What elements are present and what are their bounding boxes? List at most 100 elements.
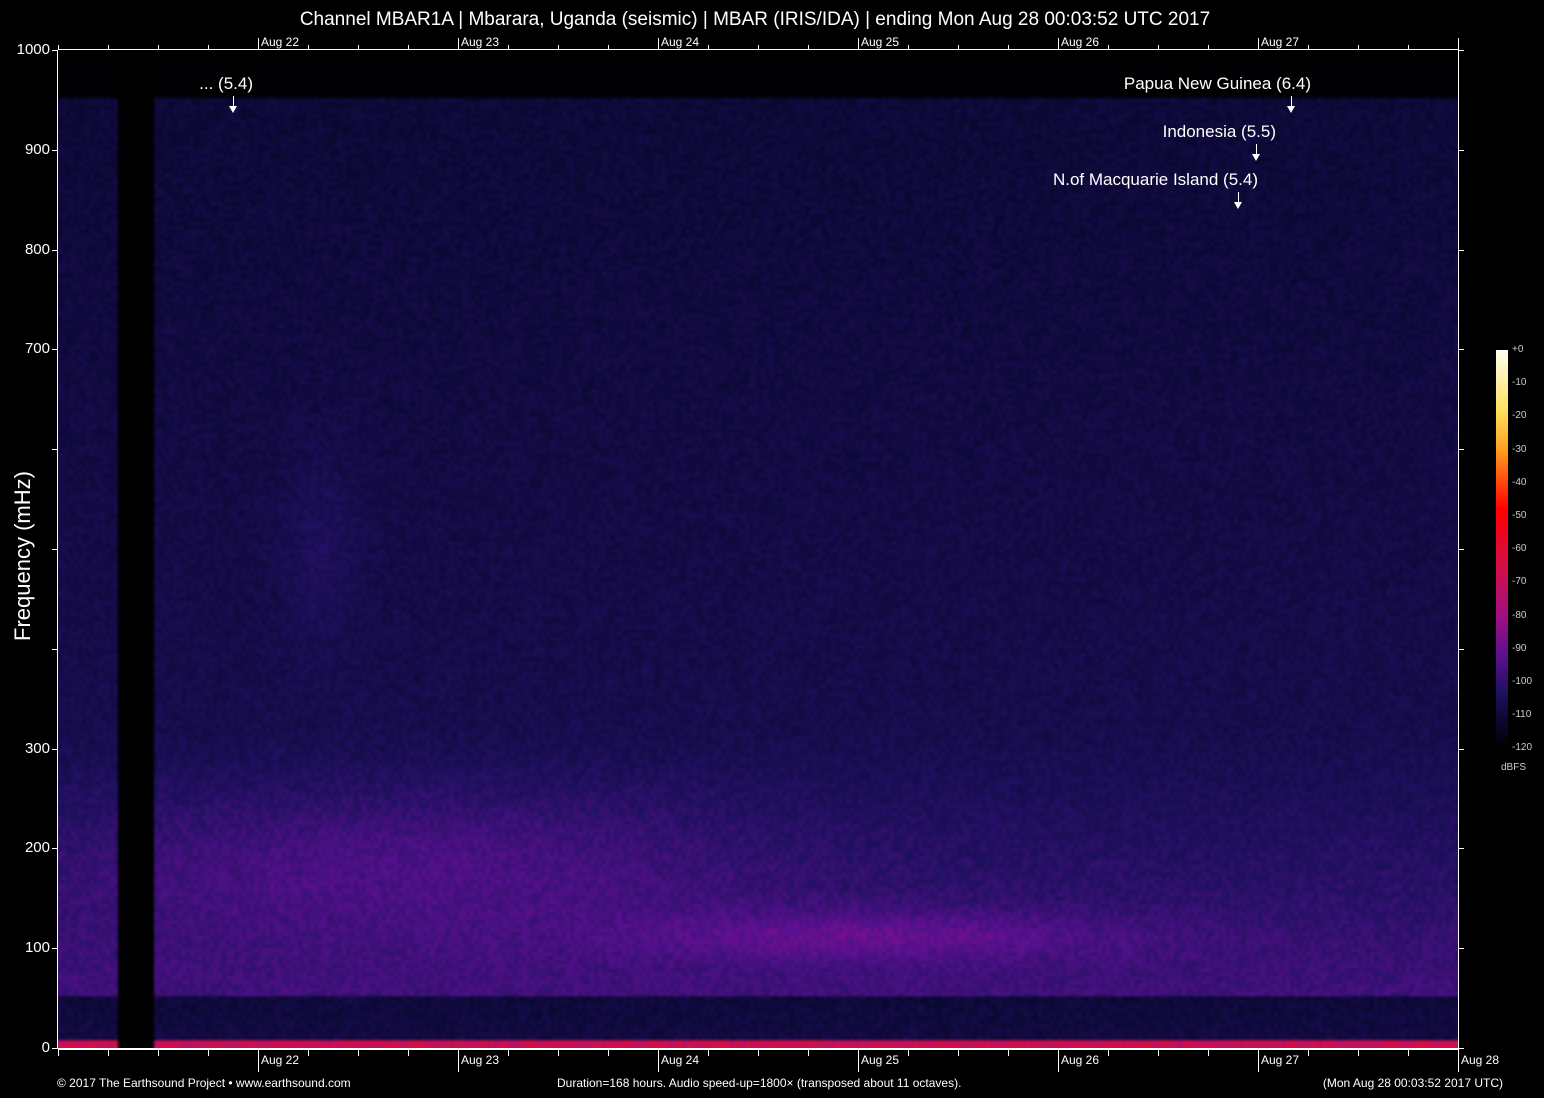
x-tick: [408, 1048, 409, 1056]
x-tick: [858, 1048, 859, 1072]
x-tick-top: [908, 45, 909, 50]
footer-duration: Duration=168 hours. Audio speed-up=1800×…: [557, 1076, 962, 1090]
x-tick-top: [58, 45, 59, 50]
y-tick-label: 0: [41, 1039, 50, 1056]
colorbar-tick-label: -30: [1512, 443, 1527, 455]
y-tick-label: 300: [24, 739, 50, 757]
x-tick-top: [708, 45, 709, 50]
x-tick: [1308, 1048, 1309, 1056]
x-tick: [708, 1048, 709, 1056]
colorbar-label: dBFS: [1501, 762, 1527, 773]
x-tick-label: Aug 25: [861, 1053, 900, 1067]
x-tick-top: [358, 45, 359, 50]
y-tick: [52, 748, 58, 750]
x-tick-top: [608, 45, 609, 50]
y-tick-label: 800: [24, 240, 50, 258]
y-tick-right: [1458, 549, 1464, 550]
x-tick-top: [208, 45, 209, 50]
y-tick-right: [1458, 50, 1464, 51]
x-tick-label-top: Aug 27: [1261, 35, 1300, 49]
y-tick-label: 1000: [16, 41, 50, 58]
x-tick-label-top: Aug 22: [261, 35, 300, 49]
y-tick-right: [1458, 1048, 1464, 1049]
x-tick: [608, 1048, 609, 1056]
y-tick: [52, 549, 58, 550]
event-arrow-line: [1238, 192, 1239, 204]
y-tick-label: 900: [24, 140, 50, 158]
x-tick: [1358, 1048, 1359, 1056]
colorbar-tick-label: -10: [1512, 377, 1527, 389]
x-tick-top: [1308, 45, 1309, 50]
colorbar-tick-label: -50: [1512, 510, 1527, 521]
x-tick: [358, 1048, 359, 1056]
y-tick: [52, 349, 58, 351]
x-tick: [508, 1048, 509, 1056]
y-tick-right: [1458, 449, 1464, 451]
x-tick-top: [158, 45, 159, 50]
x-tick-top: [1358, 45, 1359, 50]
y-tick-label: 700: [24, 340, 50, 358]
spectrogram-heatmap: [58, 50, 1458, 1048]
x-tick: [1058, 1048, 1059, 1072]
colorbar: [1496, 350, 1508, 748]
footer-timestamp: (Mon Aug 28 00:03:52 2017 UTC): [1322, 1076, 1503, 1090]
event-arrow-head: [1252, 154, 1260, 161]
x-tick-label: Aug 27: [1261, 1053, 1300, 1067]
x-tick-top: [758, 45, 759, 50]
x-tick: [158, 1048, 159, 1056]
colorbar-tick-label: +0: [1512, 344, 1524, 355]
y-tick-right: [1458, 149, 1464, 151]
event-arrow-head: [229, 106, 237, 113]
y-tick-right: [1458, 848, 1464, 850]
x-tick-top: [958, 45, 959, 50]
x-tick-top: [508, 45, 509, 50]
colorbar-tick-label: -60: [1512, 543, 1527, 555]
x-tick: [1458, 1048, 1459, 1072]
footer-copyright: © 2017 The Earthsound Project • www.eart…: [57, 1076, 351, 1090]
x-tick-label-top: Aug 24: [661, 35, 700, 49]
colorbar-tick-label: -40: [1512, 476, 1527, 488]
x-tick-top: [858, 38, 859, 50]
x-tick: [108, 1048, 109, 1056]
x-tick-label: Aug 22: [261, 1053, 300, 1067]
x-tick: [1108, 1048, 1109, 1056]
chart-title: Channel MBAR1A | Mbarara, Uganda (seismi…: [299, 9, 1211, 30]
x-tick: [908, 1048, 909, 1056]
x-tick-top: [108, 45, 109, 50]
event-annotation: Papua New Guinea (6.4): [1123, 74, 1311, 93]
y-tick-label: 100: [24, 939, 50, 957]
x-tick: [1008, 1048, 1009, 1056]
x-tick: [208, 1048, 209, 1056]
event-annotation: Indonesia (5.5): [1162, 122, 1276, 141]
colorbar-tick-label: -100: [1512, 676, 1533, 687]
y-tick: [52, 848, 58, 850]
colorbar-tick-label: -110: [1512, 709, 1532, 721]
x-tick-label: Aug 23: [461, 1053, 500, 1067]
spectrogram-plot: [58, 50, 1458, 1048]
x-tick: [558, 1048, 559, 1056]
colorbar-tick-label: -120: [1512, 742, 1533, 754]
x-tick: [1258, 1048, 1259, 1072]
event-annotation: ... (5.4): [199, 74, 253, 93]
x-tick-label-top: Aug 23: [461, 35, 500, 49]
x-tick: [1158, 1048, 1159, 1056]
y-tick: [52, 948, 58, 950]
y-tick-right: [1458, 748, 1464, 750]
x-tick-label: Aug 26: [1061, 1053, 1100, 1067]
x-tick: [958, 1048, 959, 1056]
event-arrow-head: [1234, 202, 1242, 209]
x-tick-top: [258, 38, 259, 50]
y-tick: [52, 249, 58, 251]
colorbar-tick-label: -70: [1512, 576, 1527, 588]
x-tick-top: [408, 45, 409, 50]
y-tick: [52, 1048, 58, 1049]
colorbar-tick-label: -90: [1512, 642, 1527, 654]
x-tick: [308, 1048, 309, 1056]
y-tick: [52, 50, 58, 51]
event-annotation: N.of Macquarie Island (5.4): [1052, 170, 1258, 189]
x-tick-top: [1458, 38, 1459, 50]
colorbar-tick-label: -80: [1512, 609, 1527, 621]
x-tick: [758, 1048, 759, 1056]
x-tick-label: Aug 28: [1461, 1053, 1500, 1067]
y-tick: [52, 449, 58, 451]
